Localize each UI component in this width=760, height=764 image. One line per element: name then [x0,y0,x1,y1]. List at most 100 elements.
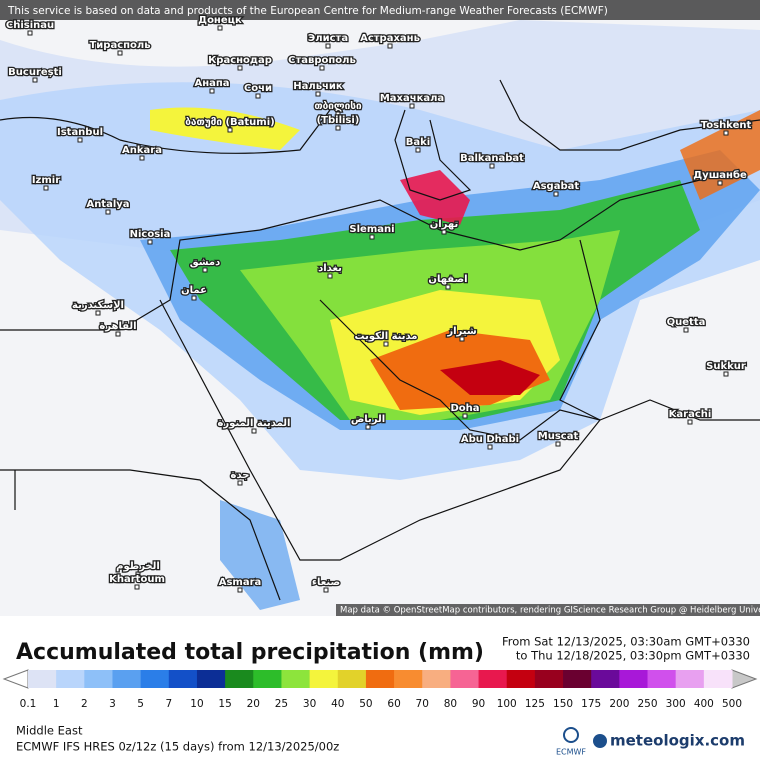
model-info: ECMWF IFS HRES 0z/12z (15 days) from 12/… [16,740,339,754]
ecmwf-icon [563,727,579,743]
legend-tick: 60 [387,698,400,710]
color-step [619,670,649,688]
legend-tick: 7 [165,698,172,710]
place-label: Doha [450,403,479,414]
place-dot [409,103,415,109]
place-label: București [8,67,62,78]
place-dot [553,191,559,197]
place-label: Сочи [244,83,272,94]
place-dot [365,424,371,430]
map [0,0,760,616]
color-step [506,670,536,688]
legend-tick: 30 [303,698,316,710]
place-dot [441,229,447,235]
place-label: Khartoum [109,574,165,585]
place-dot [217,25,223,31]
place-label: Slemani [349,224,394,235]
color-step [253,670,282,688]
place-dot [717,180,723,186]
place-dot [135,571,141,577]
legend-tick: 40 [331,698,344,710]
place-label: مدينة الكويت [355,331,418,342]
place-label: Краснодар [208,55,272,66]
place-dot [387,43,393,49]
place-label: الإسكندرية [72,300,124,311]
notice-bar [0,0,760,20]
place-dot [237,587,243,593]
color-step [365,670,395,688]
color-step [563,670,592,688]
legend-tick: 100 [497,698,517,710]
place-label: Тирасполь [89,40,150,51]
legend-tick: 500 [722,698,742,710]
color-step [337,670,367,688]
place-label: Chisinau [6,20,54,31]
place-dot [27,30,33,36]
place-label: Элиста [308,33,348,44]
place-label: Ставрополь [288,55,356,66]
color-step [675,670,705,688]
place-label: الرياض [351,414,385,425]
legend-tick: 5 [137,698,144,710]
place-label: (Tbilisi) [317,115,360,126]
place-dot [134,584,140,590]
legend-title: Accumulated total precipitation (mm) [16,640,484,665]
brand: meteologix.com [610,732,745,750]
color-step [281,670,311,688]
color-step [112,670,142,688]
ecmwf-logo: ECMWF [556,748,586,757]
place-label: صنعاء [312,577,340,588]
place-dot [555,441,561,447]
place-label: المدينة المنورة [218,418,291,429]
color-step [703,670,733,688]
place-dot [383,341,389,347]
place-label: Sukkur [706,361,746,372]
color-step [168,670,198,688]
place-label: Muscat [538,431,579,442]
place-dot [43,185,49,191]
legend-tick: 2 [81,698,88,710]
color-step [478,670,508,688]
color-step [225,670,254,688]
place-label: Toshkent [701,120,752,131]
place-dot [683,327,689,333]
place-dot [445,284,451,290]
place-dot [327,273,333,279]
legend-tick: 20 [247,698,260,710]
place-dot [237,65,243,71]
legend-tick: 250 [637,698,657,710]
place-label: الخرطوم [116,561,160,572]
place-label: تهران [430,219,459,230]
place-dot [227,127,233,133]
place-label: Nicosia [130,229,171,240]
place-label: Душанбе [693,169,747,181]
place-dot [147,239,153,245]
place-dot [335,111,341,117]
legend-tick: 70 [416,698,429,710]
attribution-bar [336,604,760,616]
period-to: to Thu 12/18/2025, 03:30pm GMT+0330 [516,649,750,663]
place-dot [723,371,729,377]
place-dot [202,267,208,273]
legend-tick: 90 [472,698,485,710]
color-step [28,670,57,688]
place-dot [459,336,465,342]
place-dot [335,125,341,131]
place-label: Анапа [194,78,229,89]
color-step [84,670,113,688]
place-label: Antalya [86,199,129,210]
legend-tick: 200 [609,698,629,710]
legend-tick: 175 [581,698,601,710]
place-dot [487,444,493,450]
place-label: دمشق [190,257,221,268]
color-step [591,670,620,688]
place-dot [139,155,145,161]
place-label: القاهرة [99,321,136,332]
place-label: Нальчик [293,81,343,92]
place-dot [315,91,321,97]
place-label: Asmara [219,577,262,588]
place-dot [77,137,83,143]
place-label: Донецк [198,15,242,26]
